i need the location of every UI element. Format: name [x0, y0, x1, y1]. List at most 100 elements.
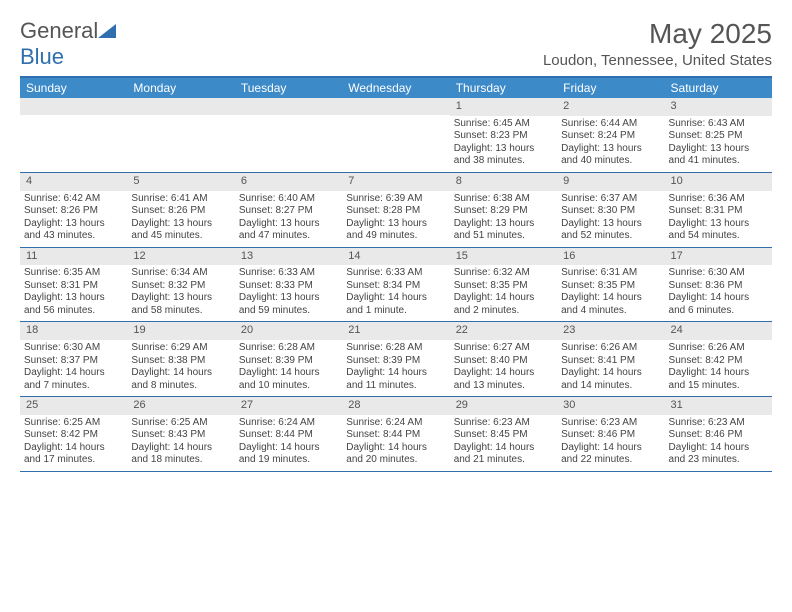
sunset-text: Sunset: 8:41 PM — [561, 355, 660, 368]
daylight-text: Daylight: 13 hours and 58 minutes. — [131, 292, 230, 317]
sunset-text: Sunset: 8:24 PM — [561, 130, 660, 143]
sunrise-text: Sunrise: 6:42 AM — [24, 193, 123, 206]
day-number: 20 — [235, 322, 342, 340]
day-cell: 25Sunrise: 6:25 AMSunset: 8:42 PMDayligh… — [20, 397, 127, 471]
sunrise-text: Sunrise: 6:31 AM — [561, 267, 660, 280]
sunset-text: Sunset: 8:39 PM — [346, 355, 445, 368]
day-number: 14 — [342, 248, 449, 266]
day-cell: 1Sunrise: 6:45 AMSunset: 8:23 PMDaylight… — [450, 98, 557, 172]
day-number: 30 — [557, 397, 664, 415]
day-cell: 16Sunrise: 6:31 AMSunset: 8:35 PMDayligh… — [557, 248, 664, 322]
day-number: 22 — [450, 322, 557, 340]
logo-word-gray: General — [20, 18, 98, 43]
daylight-text: Daylight: 14 hours and 1 minute. — [346, 292, 445, 317]
day-cell: 12Sunrise: 6:34 AMSunset: 8:32 PMDayligh… — [127, 248, 234, 322]
logo-word-blue: Blue — [20, 44, 64, 69]
daylight-text: Daylight: 14 hours and 21 minutes. — [454, 442, 553, 467]
day-number: 21 — [342, 322, 449, 340]
sunrise-text: Sunrise: 6:27 AM — [454, 342, 553, 355]
sunrise-text: Sunrise: 6:32 AM — [454, 267, 553, 280]
day-cell: 20Sunrise: 6:28 AMSunset: 8:39 PMDayligh… — [235, 322, 342, 396]
day-cell: 8Sunrise: 6:38 AMSunset: 8:29 PMDaylight… — [450, 173, 557, 247]
day-cell: 26Sunrise: 6:25 AMSunset: 8:43 PMDayligh… — [127, 397, 234, 471]
sunset-text: Sunset: 8:34 PM — [346, 280, 445, 293]
week-row: 18Sunrise: 6:30 AMSunset: 8:37 PMDayligh… — [20, 322, 772, 397]
daylight-text: Daylight: 14 hours and 13 minutes. — [454, 367, 553, 392]
day-number: 16 — [557, 248, 664, 266]
day-number — [20, 98, 127, 115]
title-block: May 2025 Loudon, Tennessee, United State… — [543, 18, 772, 69]
week-row: 11Sunrise: 6:35 AMSunset: 8:31 PMDayligh… — [20, 248, 772, 323]
sunrise-text: Sunrise: 6:28 AM — [239, 342, 338, 355]
day-number: 4 — [20, 173, 127, 191]
sunrise-text: Sunrise: 6:36 AM — [669, 193, 768, 206]
day-cell: 2Sunrise: 6:44 AMSunset: 8:24 PMDaylight… — [557, 98, 664, 172]
sunset-text: Sunset: 8:31 PM — [669, 205, 768, 218]
day-cell: 11Sunrise: 6:35 AMSunset: 8:31 PMDayligh… — [20, 248, 127, 322]
day-cell: 24Sunrise: 6:26 AMSunset: 8:42 PMDayligh… — [665, 322, 772, 396]
day-cell: 21Sunrise: 6:28 AMSunset: 8:39 PMDayligh… — [342, 322, 449, 396]
day-cell: 14Sunrise: 6:33 AMSunset: 8:34 PMDayligh… — [342, 248, 449, 322]
sunrise-text: Sunrise: 6:26 AM — [669, 342, 768, 355]
sunset-text: Sunset: 8:46 PM — [669, 429, 768, 442]
daylight-text: Daylight: 14 hours and 6 minutes. — [669, 292, 768, 317]
day-cell: 23Sunrise: 6:26 AMSunset: 8:41 PMDayligh… — [557, 322, 664, 396]
day-number: 19 — [127, 322, 234, 340]
day-cell: 3Sunrise: 6:43 AMSunset: 8:25 PMDaylight… — [665, 98, 772, 172]
logo: General Blue — [20, 18, 116, 70]
sunset-text: Sunset: 8:43 PM — [131, 429, 230, 442]
sunrise-text: Sunrise: 6:24 AM — [346, 417, 445, 430]
week-row: 1Sunrise: 6:45 AMSunset: 8:23 PMDaylight… — [20, 98, 772, 173]
day-number: 3 — [665, 98, 772, 116]
daylight-text: Daylight: 14 hours and 22 minutes. — [561, 442, 660, 467]
day-number: 13 — [235, 248, 342, 266]
weekday-header-row: Sunday Monday Tuesday Wednesday Thursday… — [20, 78, 772, 98]
sunrise-text: Sunrise: 6:25 AM — [24, 417, 123, 430]
day-number: 1 — [450, 98, 557, 116]
sunrise-text: Sunrise: 6:30 AM — [669, 267, 768, 280]
weekday-fri: Friday — [557, 78, 664, 98]
day-number: 7 — [342, 173, 449, 191]
sunset-text: Sunset: 8:39 PM — [239, 355, 338, 368]
sunset-text: Sunset: 8:28 PM — [346, 205, 445, 218]
daylight-text: Daylight: 14 hours and 4 minutes. — [561, 292, 660, 317]
sunset-text: Sunset: 8:44 PM — [239, 429, 338, 442]
sunset-text: Sunset: 8:36 PM — [669, 280, 768, 293]
day-number: 11 — [20, 248, 127, 266]
daylight-text: Daylight: 14 hours and 14 minutes. — [561, 367, 660, 392]
day-number: 5 — [127, 173, 234, 191]
sunrise-text: Sunrise: 6:25 AM — [131, 417, 230, 430]
day-number: 28 — [342, 397, 449, 415]
sunrise-text: Sunrise: 6:35 AM — [24, 267, 123, 280]
daylight-text: Daylight: 13 hours and 40 minutes. — [561, 143, 660, 168]
sunrise-text: Sunrise: 6:44 AM — [561, 118, 660, 131]
sunrise-text: Sunrise: 6:23 AM — [454, 417, 553, 430]
day-number — [342, 98, 449, 115]
day-number: 26 — [127, 397, 234, 415]
daylight-text: Daylight: 14 hours and 20 minutes. — [346, 442, 445, 467]
sunrise-text: Sunrise: 6:38 AM — [454, 193, 553, 206]
daylight-text: Daylight: 13 hours and 41 minutes. — [669, 143, 768, 168]
day-cell — [235, 98, 342, 172]
day-cell: 9Sunrise: 6:37 AMSunset: 8:30 PMDaylight… — [557, 173, 664, 247]
day-cell — [127, 98, 234, 172]
day-cell: 30Sunrise: 6:23 AMSunset: 8:46 PMDayligh… — [557, 397, 664, 471]
daylight-text: Daylight: 13 hours and 59 minutes. — [239, 292, 338, 317]
sunset-text: Sunset: 8:32 PM — [131, 280, 230, 293]
week-row: 25Sunrise: 6:25 AMSunset: 8:42 PMDayligh… — [20, 397, 772, 472]
sunrise-text: Sunrise: 6:28 AM — [346, 342, 445, 355]
day-cell: 22Sunrise: 6:27 AMSunset: 8:40 PMDayligh… — [450, 322, 557, 396]
sunrise-text: Sunrise: 6:39 AM — [346, 193, 445, 206]
day-number: 9 — [557, 173, 664, 191]
day-cell: 6Sunrise: 6:40 AMSunset: 8:27 PMDaylight… — [235, 173, 342, 247]
daylight-text: Daylight: 14 hours and 23 minutes. — [669, 442, 768, 467]
day-number: 23 — [557, 322, 664, 340]
sunset-text: Sunset: 8:45 PM — [454, 429, 553, 442]
calendar-page: General Blue May 2025 Loudon, Tennessee,… — [0, 0, 792, 482]
day-number: 15 — [450, 248, 557, 266]
weekday-sat: Saturday — [665, 78, 772, 98]
logo-text: General Blue — [20, 18, 116, 70]
sunset-text: Sunset: 8:44 PM — [346, 429, 445, 442]
day-cell: 5Sunrise: 6:41 AMSunset: 8:26 PMDaylight… — [127, 173, 234, 247]
daylight-text: Daylight: 14 hours and 17 minutes. — [24, 442, 123, 467]
